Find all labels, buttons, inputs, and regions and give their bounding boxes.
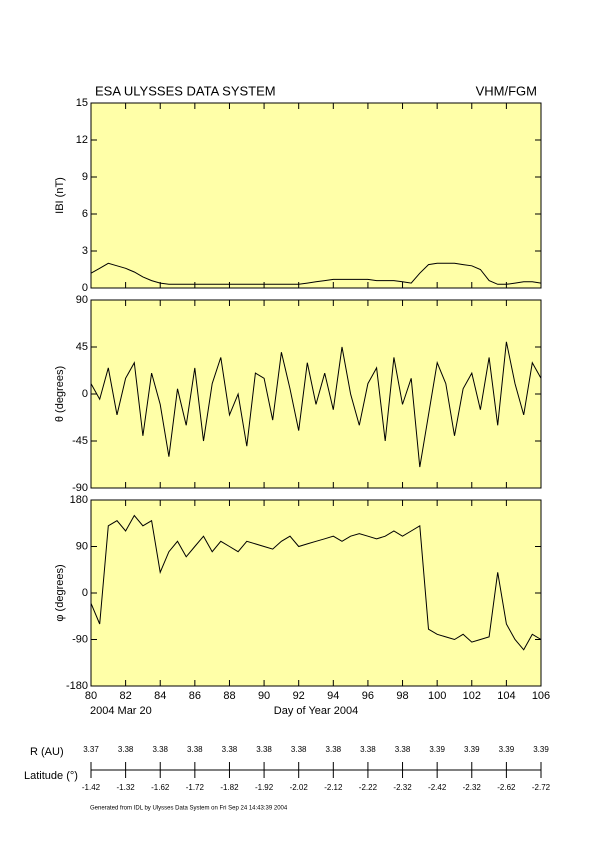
lat-value: -1.72 — [186, 783, 205, 792]
y-tick-label: 15 — [76, 97, 88, 109]
y-axis-label: IBI (nT) — [54, 177, 66, 214]
x-tick-label: 86 — [189, 690, 201, 702]
y-tick-label: 90 — [76, 294, 88, 306]
lat-value: -1.92 — [255, 783, 274, 792]
y-axis-label: θ (degrees) — [54, 366, 66, 422]
y-axis-label: φ (degrees) — [54, 564, 66, 621]
r-value: 3.38 — [360, 745, 376, 754]
instrument: VHM/FGM — [476, 83, 537, 98]
x-tick-label: 104 — [497, 690, 515, 702]
y-tick-label: -90 — [72, 482, 88, 494]
y-tick-label: -180 — [66, 680, 88, 692]
y-tick-label: 0 — [82, 388, 88, 400]
lat-value: -1.42 — [82, 783, 101, 792]
r-value: 3.38 — [256, 745, 272, 754]
start-label: 2004 Mar 20 — [90, 705, 152, 717]
lat-value: -2.62 — [497, 783, 516, 792]
x-tick-label: 100 — [428, 690, 446, 702]
r-label: R (AU) — [30, 746, 64, 758]
r-value: 3.39 — [533, 745, 549, 754]
y-tick-label: -90 — [72, 633, 88, 645]
r-value: 3.38 — [222, 745, 238, 754]
y-tick-label: 6 — [82, 208, 88, 220]
x-tick-label: 82 — [119, 690, 131, 702]
x-tick-label: 90 — [258, 690, 270, 702]
panel — [90, 299, 542, 489]
y-tick-label: 9 — [82, 171, 88, 183]
r-value: 3.37 — [83, 745, 99, 754]
x-tick-label: 96 — [362, 690, 374, 702]
footer: Generated from IDL by Ulysses Data Syste… — [90, 806, 288, 812]
y-tick-label: 45 — [76, 341, 88, 353]
data-line — [90, 514, 542, 651]
lat-value: -1.62 — [151, 783, 170, 792]
r-value: 3.39 — [464, 745, 480, 754]
r-value: 3.38 — [152, 745, 168, 754]
lat-value: -2.32 — [463, 783, 482, 792]
data-line — [90, 341, 542, 468]
x-tick-label: 102 — [463, 690, 481, 702]
x-tick-label: 84 — [154, 690, 166, 702]
r-value: 3.38 — [291, 745, 307, 754]
lat-value: -2.42 — [428, 783, 447, 792]
y-tick-label: 0 — [82, 282, 88, 294]
panel — [90, 499, 542, 687]
x-tick-label: 80 — [85, 690, 97, 702]
y-tick-label: -45 — [72, 435, 88, 447]
lat-value: -2.72 — [532, 783, 551, 792]
r-value: 3.38 — [395, 745, 411, 754]
title: ESA ULYSSES DATA SYSTEM — [95, 83, 276, 98]
x-tick-label: 94 — [327, 690, 339, 702]
r-value: 3.39 — [499, 745, 515, 754]
lat-value: -2.32 — [393, 783, 412, 792]
x-tick-label: 106 — [532, 690, 550, 702]
data-line — [90, 262, 542, 285]
y-tick-label: 12 — [76, 134, 88, 146]
y-tick-label: 180 — [70, 494, 88, 506]
r-value: 3.38 — [187, 745, 203, 754]
lat-value: -1.32 — [116, 783, 135, 792]
y-tick-label: 3 — [82, 245, 88, 257]
x-tick-label: 92 — [293, 690, 305, 702]
y-tick-label: 90 — [76, 540, 88, 552]
x-tick-label: 88 — [223, 690, 235, 702]
r-value: 3.39 — [429, 745, 445, 754]
lat-value: -2.02 — [290, 783, 309, 792]
r-value: 3.38 — [326, 745, 342, 754]
lat-label: Latitude (°) — [24, 770, 78, 782]
r-value: 3.38 — [118, 745, 134, 754]
x-tick-label: 98 — [396, 690, 408, 702]
lat-value: -2.12 — [324, 783, 343, 792]
lat-value: -2.22 — [359, 783, 378, 792]
x-axis-label: Day of Year 2004 — [274, 705, 358, 717]
lat-value: -1.82 — [220, 783, 239, 792]
panel — [90, 102, 542, 289]
y-tick-label: 0 — [82, 587, 88, 599]
